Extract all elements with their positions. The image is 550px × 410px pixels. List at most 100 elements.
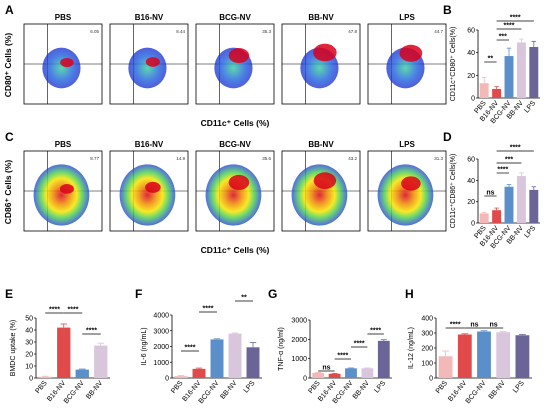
bar — [377, 340, 390, 378]
density-cloud — [33, 164, 90, 226]
category-label: BCG-NV — [465, 380, 488, 406]
significance-label: *** — [505, 157, 513, 164]
y-tick-label: 1000 — [291, 356, 307, 363]
density-cloud — [128, 47, 167, 89]
significance-label: ns — [490, 322, 498, 329]
category-label: BB-NV — [488, 380, 507, 401]
significance-label: **** — [49, 307, 60, 314]
bar — [94, 345, 108, 378]
bar — [479, 213, 489, 223]
density-cloud — [205, 164, 262, 226]
significance-label: ns — [486, 190, 494, 197]
category-label: PBS — [307, 380, 322, 395]
quadrant-q2-value: 47.8 — [348, 29, 357, 34]
density-cloud — [42, 47, 81, 89]
significance-label: **** — [497, 167, 508, 174]
y-tick-label: 20 — [467, 73, 475, 80]
density-peak — [60, 57, 74, 68]
bar — [477, 331, 491, 378]
bar — [516, 42, 526, 98]
category-label: BCG-NV — [63, 380, 86, 406]
bar — [515, 335, 530, 378]
bar — [438, 356, 453, 378]
y-tick-label: 40 — [467, 178, 475, 185]
y-axis-label: BMDC uptake (%) — [10, 320, 17, 376]
y-tick-label: 3000 — [153, 328, 169, 335]
significance-label: *** — [499, 34, 507, 41]
quadrant-q2-value: 43.2 — [348, 156, 357, 161]
density-cloud — [119, 164, 176, 226]
quadrant-q2-value: 14.9 — [176, 156, 185, 161]
bar — [192, 368, 206, 378]
bar — [529, 189, 539, 223]
significance-label: **** — [504, 23, 515, 30]
density-peak — [145, 181, 161, 193]
y-tick-label: 40 — [467, 50, 475, 57]
category-label: PBS — [170, 380, 185, 395]
y-tick-label: 200 — [421, 346, 433, 353]
flow-title: PBS — [55, 140, 72, 149]
density-peak — [313, 172, 337, 189]
y-tick-label: 2000 — [291, 337, 307, 344]
y-tick-label: 3000 — [291, 318, 307, 325]
category-label: LPS — [373, 380, 387, 395]
y-tick-label: 400 — [421, 316, 433, 323]
y-axis-label: IL-12 (ng/mL) — [408, 327, 415, 369]
bar — [361, 368, 374, 378]
bar — [312, 372, 325, 378]
significance-label: **** — [450, 322, 461, 329]
y-tick-label: 1000 — [153, 360, 169, 367]
significance-label: ns — [470, 322, 478, 329]
significance-label: ** — [488, 56, 494, 63]
density-peak — [401, 176, 421, 191]
flow-ylabel: CD86⁺ Cells (%) — [3, 160, 13, 225]
quadrant-q2-value: 31.3 — [434, 156, 443, 161]
y-tick-label: 0 — [471, 221, 475, 228]
y-tick-label: 300 — [421, 331, 433, 338]
bar — [328, 373, 341, 378]
category-label: LPS — [523, 100, 537, 115]
significance-label: **** — [68, 307, 79, 314]
significance-label: **** — [510, 145, 521, 152]
flow-title: PBS — [55, 13, 72, 22]
significance-label: **** — [510, 15, 521, 22]
bar — [516, 176, 526, 223]
panel-letter-E: E — [5, 287, 13, 301]
flow-title: BCG-NV — [219, 13, 251, 22]
y-tick-label: 60 — [467, 157, 475, 164]
flow-title: B16-NV — [135, 140, 164, 149]
y-tick-label: 0 — [429, 376, 433, 383]
significance-label: **** — [354, 341, 365, 348]
y-tick-label: 60 — [467, 28, 475, 35]
category-label: LPS — [243, 380, 257, 395]
panel-letter-C: C — [5, 130, 14, 144]
density-peak — [228, 47, 250, 64]
density-peak — [313, 43, 337, 62]
category-label: LPS — [512, 380, 526, 395]
significance-label: **** — [370, 328, 381, 335]
density-peak — [399, 44, 423, 62]
y-tick-label: 10 — [25, 364, 33, 371]
significance-label: ns — [322, 365, 330, 372]
quadrant-q2-value: 35.6 — [262, 156, 271, 161]
bar — [75, 369, 89, 378]
flow-ylabel: CD80⁺ Cells (%) — [3, 33, 13, 98]
category-label: LPS — [523, 225, 537, 240]
y-tick-label: 0 — [29, 376, 33, 383]
category-label: BB-NV — [85, 380, 104, 401]
y-tick-label: 0 — [303, 376, 307, 383]
y-axis-label: IL-6 (ng/mL) — [141, 327, 148, 365]
bar — [504, 186, 514, 223]
density-peak — [59, 184, 74, 194]
flow-title: BCG-NV — [219, 140, 251, 149]
y-tick-label: 20 — [467, 199, 475, 206]
bar — [345, 368, 357, 378]
flow-xlabel: CD11c⁺ Cells (%) — [201, 118, 270, 128]
